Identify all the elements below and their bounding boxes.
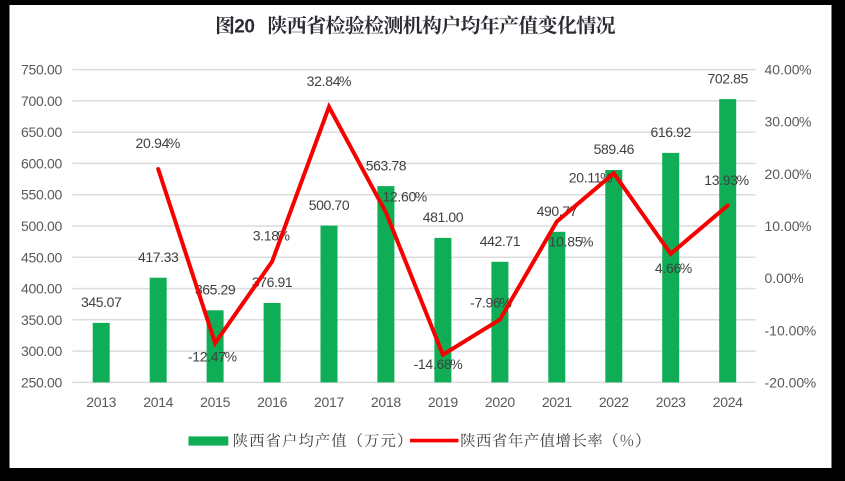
svg-text:700.00: 700.00 [21,93,63,109]
svg-text:2013: 2013 [86,394,116,410]
svg-text:450.00: 450.00 [21,249,63,265]
svg-text:-12.47%: -12.47% [188,349,237,365]
svg-text:2016: 2016 [257,394,287,410]
svg-text:10.85%: 10.85% [549,233,594,249]
svg-text:30.00%: 30.00% [765,114,812,130]
svg-text:20.11%: 20.11% [569,169,612,185]
svg-text:0.00%: 0.00% [765,270,804,286]
svg-text:2022: 2022 [599,394,629,410]
svg-text:550.00: 550.00 [21,187,63,203]
svg-text:702.85: 702.85 [707,70,748,86]
svg-text:-14.68%: -14.68% [414,356,463,372]
svg-text:12.60%: 12.60% [382,189,427,205]
svg-text:2014: 2014 [143,394,173,410]
svg-text:500.70: 500.70 [309,197,350,213]
svg-text:563.78: 563.78 [366,157,407,173]
svg-text:417.33: 417.33 [138,249,179,265]
svg-text:2015: 2015 [200,394,230,410]
svg-text:-10.00%: -10.00% [765,322,817,338]
svg-text:2018: 2018 [371,394,401,410]
svg-text:-7.96%: -7.96% [470,294,511,310]
svg-text:481.00: 481.00 [423,209,464,225]
svg-text:345.07: 345.07 [81,294,122,310]
svg-text:365.29: 365.29 [195,282,236,298]
svg-text:650.00: 650.00 [21,124,63,140]
svg-text:750.00: 750.00 [21,62,63,78]
svg-text:40.00%: 40.00% [765,62,812,78]
svg-text:20: 20 [234,17,254,38]
svg-text:616.92: 616.92 [650,124,691,140]
svg-text:4.66%: 4.66% [655,260,692,276]
svg-text:10.00%: 10.00% [765,218,812,234]
svg-text:600.00: 600.00 [21,155,63,171]
svg-text:300.00: 300.00 [21,343,63,359]
svg-text:20.00%: 20.00% [765,166,812,182]
svg-text:2024: 2024 [713,394,743,410]
svg-text:-20.00%: -20.00% [765,374,817,390]
svg-text:2020: 2020 [485,394,515,410]
svg-text:32.84%: 32.84% [307,73,352,89]
svg-text:2023: 2023 [656,394,686,410]
svg-text:250.00: 250.00 [21,374,63,390]
svg-text:20.94%: 20.94% [136,135,181,151]
svg-text:2021: 2021 [542,394,572,410]
svg-text:350.00: 350.00 [21,312,63,328]
svg-text:500.00: 500.00 [21,218,63,234]
svg-text:400.00: 400.00 [21,281,63,297]
svg-text:2017: 2017 [314,394,344,410]
svg-text:589.46: 589.46 [594,141,635,157]
svg-text:13.93%: 13.93% [704,172,749,188]
svg-text:2019: 2019 [428,394,458,410]
svg-text:442.71: 442.71 [480,233,521,249]
